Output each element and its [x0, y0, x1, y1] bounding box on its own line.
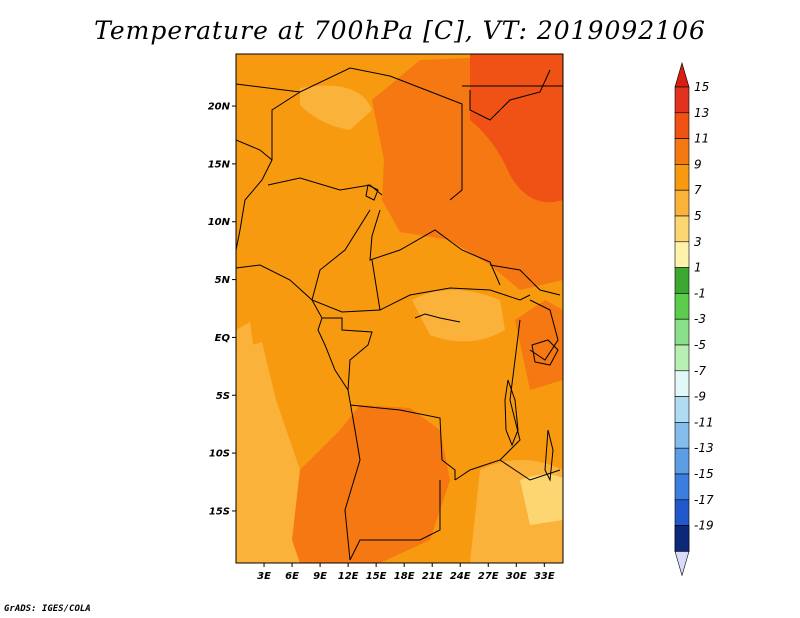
border-drc-east: [454, 319, 521, 481]
colorbar-swatch: [674, 318, 690, 346]
field-5-to-7-southeast: [520, 474, 563, 525]
field-7-to-9-sw: [236, 322, 258, 400]
colorbar-swatch: [674, 189, 690, 217]
colorbar-label: 7: [694, 183, 702, 197]
colorbar-swatch: [674, 138, 690, 165]
field-7-to-9-west-coast: [236, 342, 310, 563]
colorbar-label: 1: [694, 261, 702, 275]
longitude-axis: 3E 6E 9E 12E 15E 18E 21E 24E 27E 30E 33E: [257, 563, 555, 582]
border-drc-angola: [349, 404, 456, 480]
lat-tick-label: 15N: [208, 159, 231, 170]
colorbar-swatch: [674, 112, 690, 139]
grads-credit: GrADS: IGES/COLA: [4, 604, 91, 614]
lon-tick-label: 27E: [478, 571, 499, 582]
colorbar-label: -13: [694, 441, 714, 455]
coastline-gulf-of-guinea: [236, 264, 361, 561]
colorbar-swatch: [674, 370, 690, 397]
colorbar-bottom-band: [674, 525, 690, 552]
lon-tick-label: 3E: [257, 571, 271, 582]
colorbar-label: -7: [694, 364, 706, 378]
colorbar-label: 5: [694, 209, 702, 223]
colorbar-label: 3: [694, 235, 702, 249]
lat-tick-label: 5N: [215, 275, 231, 286]
lake-victoria: [531, 339, 559, 366]
border-cameroon: [311, 209, 381, 313]
colorbar-swatch: [674, 241, 690, 268]
border-zambia-mozambique: [499, 459, 561, 481]
border-south-sudan: [489, 264, 561, 296]
lon-tick-label: 18E: [394, 571, 415, 582]
border-chad-car: [369, 209, 501, 286]
chart-title: Temperature at 700hPa [C], VT: 201909210…: [94, 16, 706, 45]
lon-tick-label: 30E: [506, 571, 527, 582]
lon-tick-label: 15E: [366, 571, 387, 582]
country-borders: [236, 67, 563, 561]
colorbar-label: 11: [694, 132, 709, 146]
colorbar-bottom-triangle: [674, 551, 690, 577]
colorbar-top-triangle: [674, 61, 690, 88]
colorbar-swatch: [674, 86, 690, 114]
temperature-field: [236, 54, 563, 563]
colorbar-label: 15: [694, 80, 709, 94]
colorbar-swatch: [674, 267, 690, 294]
lake-chad: [365, 184, 379, 201]
colorbar-label: -5: [694, 338, 706, 352]
colorbar: 15 13 11 9 7 5 3 1 -1 -3 -5 -7 -9 -11 -13 -15 -17 -19: [674, 61, 714, 577]
border-gabon-congo: [322, 317, 373, 391]
colorbar-swatch: [674, 499, 690, 526]
colorbar-swatch: [674, 293, 690, 320]
field-11-to-13-east: [515, 300, 563, 390]
colorbar-swatch: [674, 473, 690, 501]
colorbar-swatch: [674, 396, 690, 423]
colorbar-label: 13: [694, 106, 709, 120]
colorbar-swatch: [674, 215, 690, 243]
lat-tick-label: EQ: [215, 333, 231, 344]
lon-tick-label: 21E: [422, 571, 443, 582]
lat-tick-label: 15S: [209, 506, 230, 517]
field-13-to-15-northeast: [470, 54, 563, 203]
border-uganda-kenya: [529, 299, 559, 361]
lon-tick-label: 9E: [313, 571, 327, 582]
colorbar-label: 9: [694, 157, 702, 171]
field-11-to-13-angola: [292, 405, 450, 563]
colorbar-label: -15: [694, 467, 714, 481]
colorbar-label: -11: [694, 415, 714, 429]
border-sudan-east: [469, 69, 551, 121]
lon-tick-label: 12E: [338, 571, 359, 582]
border-angola-zambia: [349, 480, 441, 561]
congo-river: [414, 313, 461, 323]
colorbar-label: -3: [694, 312, 706, 326]
latitude-axis: 20N 15N 10N 5N EQ 5S 10S 15S: [208, 102, 236, 517]
colorbar-label: -9: [694, 390, 706, 404]
colorbar-label: -1: [694, 286, 706, 300]
lake-malawi: [544, 429, 554, 482]
colorbar-swatch: [674, 344, 690, 372]
border-car-drc: [379, 287, 531, 311]
lon-tick-label: 33E: [534, 571, 555, 582]
field-7-to-9-north: [300, 85, 372, 130]
lon-tick-label: 6E: [285, 571, 299, 582]
lat-tick-label: 10S: [209, 449, 230, 460]
map-frame: [235, 53, 564, 564]
colorbar-label: -17: [694, 493, 714, 507]
lake-tanganyika: [504, 379, 519, 447]
colorbar-swatch: [674, 447, 690, 475]
colorbar-swatch: [674, 164, 690, 191]
colorbar-label: -19: [694, 519, 714, 533]
lat-tick-label: 5S: [216, 391, 230, 402]
lat-tick-label: 20N: [208, 102, 231, 113]
lat-tick-label: 10N: [208, 217, 231, 228]
colorbar-swatch: [674, 422, 690, 449]
field-7-to-9-congo: [412, 290, 505, 342]
border-west-africa: [236, 139, 273, 251]
lon-tick-label: 24E: [450, 571, 471, 582]
